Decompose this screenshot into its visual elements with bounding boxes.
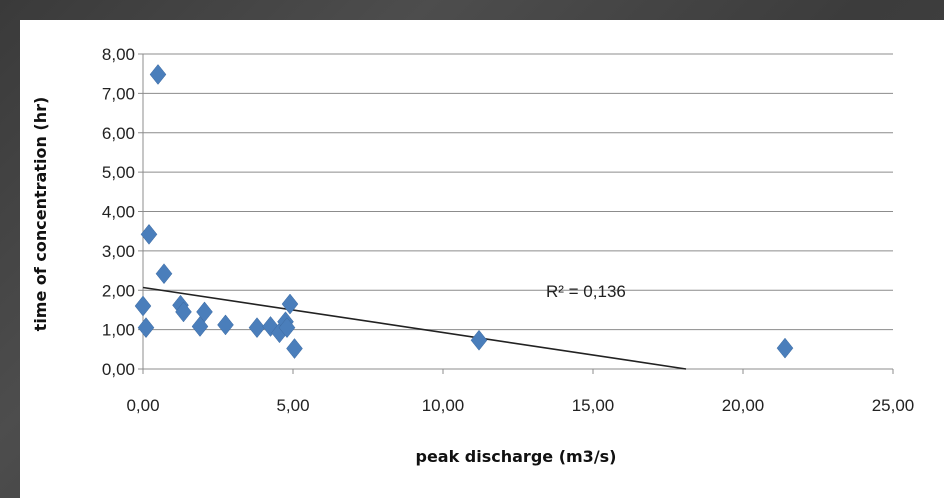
- data-point: [175, 301, 192, 323]
- x-tick-label: 5,00: [276, 396, 309, 415]
- gridlines: [138, 53, 893, 370]
- y-tick-label: 5,00: [102, 163, 135, 182]
- y-tick-label: 6,00: [102, 124, 135, 143]
- data-point: [149, 64, 167, 85]
- data-point: [155, 263, 173, 285]
- x-tick-label: 25,00: [872, 396, 915, 415]
- data-point: [137, 317, 155, 339]
- x-tick-label: 0,00: [126, 396, 159, 415]
- data-points: [134, 64, 794, 359]
- y-tick-label: 1,00: [102, 321, 135, 340]
- axes: [142, 54, 894, 374]
- y-tick-label: 7,00: [102, 84, 135, 103]
- chart-panel: [20, 20, 944, 498]
- y-tick-label: 3,00: [102, 242, 135, 261]
- data-point: [140, 223, 158, 245]
- x-tick-label: 10,00: [422, 396, 465, 415]
- r-squared-annotation: R² = 0,136: [546, 282, 626, 301]
- data-point: [286, 338, 303, 359]
- data-point: [281, 293, 299, 315]
- data-point: [134, 295, 152, 317]
- data-point: [217, 314, 234, 336]
- y-tick-label: 0,00: [102, 360, 135, 379]
- y-tick-label: 2,00: [102, 281, 135, 300]
- y-tick-labels: 0,00 1,00 2,00 3,00 4,00 5,00 6,00 7,00 8,00: [102, 45, 135, 379]
- data-point: [191, 316, 209, 337]
- y-tick-label: 4,00: [102, 203, 135, 222]
- y-tick-label: 8,00: [102, 45, 135, 64]
- data-point: [248, 317, 266, 339]
- y-axis-title: time of concentration (hr): [31, 97, 50, 332]
- x-tick-labels: 0,00 5,00 10,00 15,00 20,00 25,00: [126, 396, 914, 415]
- x-tick-label: 20,00: [722, 396, 765, 415]
- data-point: [776, 337, 794, 359]
- x-tick-label: 15,00: [572, 396, 615, 415]
- trendline: [142, 286, 687, 370]
- x-axis-title: peak discharge (m3/s): [415, 447, 616, 466]
- data-point: [470, 329, 488, 351]
- data-point: [278, 317, 296, 339]
